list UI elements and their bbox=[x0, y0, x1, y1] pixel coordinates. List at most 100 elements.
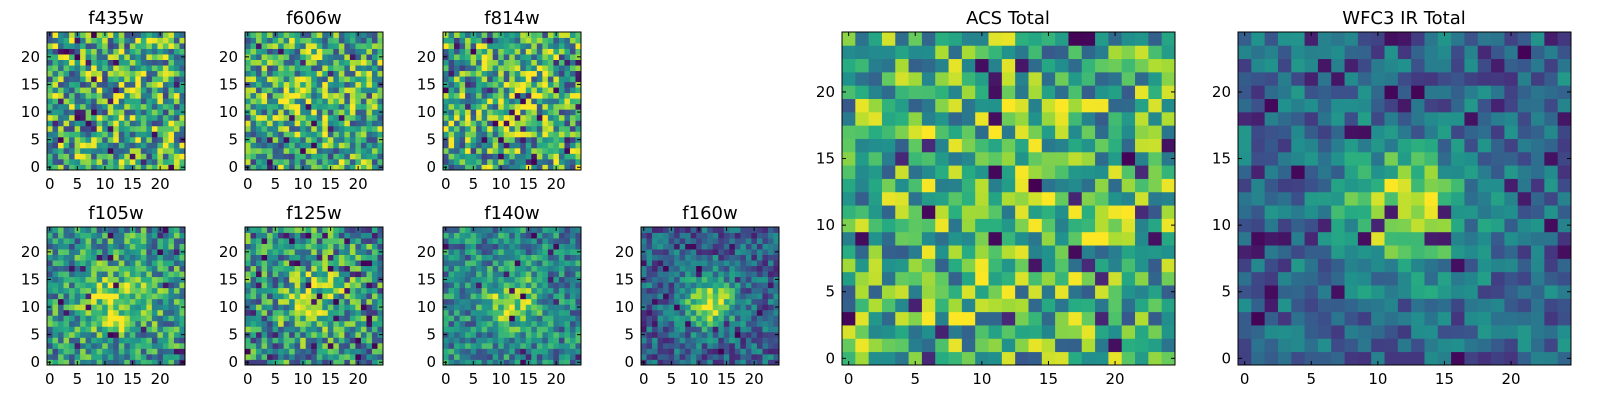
heatmap-cell bbox=[509, 147, 516, 154]
heatmap-cell bbox=[344, 265, 351, 272]
heatmap-cell bbox=[74, 147, 81, 154]
heatmap-cell bbox=[179, 298, 186, 305]
heatmap-cell bbox=[756, 232, 763, 239]
heatmap-cell bbox=[377, 265, 384, 272]
heatmap-cell bbox=[272, 114, 279, 121]
heatmap-cell bbox=[355, 232, 362, 239]
heatmap-cell bbox=[443, 103, 449, 110]
y-tick-label: 15 bbox=[417, 270, 436, 288]
heatmap-cell bbox=[377, 326, 384, 333]
heatmap-cell bbox=[261, 320, 268, 327]
heatmap-cell bbox=[767, 331, 774, 338]
heatmap-cell bbox=[256, 315, 262, 322]
heatmap-cell bbox=[151, 48, 158, 55]
heatmap-cell bbox=[102, 282, 109, 289]
heatmap-cell bbox=[547, 315, 554, 322]
heatmap-cell bbox=[668, 238, 675, 244]
heatmap-cell bbox=[91, 109, 98, 116]
heatmap-cell bbox=[168, 353, 175, 360]
heatmap-cell bbox=[173, 293, 180, 300]
heatmap-cell bbox=[701, 276, 708, 283]
heatmap-cell bbox=[1108, 218, 1123, 233]
heatmap-cell bbox=[921, 165, 936, 179]
heatmap-cell bbox=[366, 164, 373, 171]
heatmap-cell bbox=[96, 103, 103, 110]
heatmap-cell bbox=[448, 65, 455, 72]
heatmap-cell bbox=[355, 54, 362, 60]
heatmap-cell bbox=[162, 120, 169, 127]
heatmap-cell bbox=[300, 70, 307, 77]
heatmap-cell bbox=[773, 254, 780, 261]
heatmap-cell bbox=[558, 147, 565, 154]
heatmap-cell bbox=[487, 293, 494, 300]
heatmap-cell bbox=[553, 254, 560, 261]
heatmap-cell bbox=[663, 331, 669, 338]
heatmap-cell bbox=[305, 142, 312, 149]
heatmap-cell bbox=[531, 153, 538, 160]
heatmap-cell bbox=[558, 293, 565, 300]
heatmap-cell bbox=[289, 81, 296, 88]
heatmap-cell bbox=[767, 309, 774, 316]
heatmap-cell bbox=[168, 43, 175, 49]
heatmap-cell bbox=[74, 37, 81, 44]
heatmap-cell bbox=[558, 65, 565, 72]
heatmap-cell bbox=[344, 54, 351, 60]
heatmap-cell bbox=[531, 326, 538, 333]
heatmap-cell bbox=[135, 153, 142, 160]
heatmap-cell bbox=[300, 304, 307, 311]
heatmap-cell bbox=[135, 232, 142, 239]
heatmap-cell bbox=[52, 59, 59, 66]
heatmap-cell bbox=[113, 276, 120, 283]
heatmap-cell bbox=[355, 81, 362, 88]
heatmap-cell bbox=[481, 147, 488, 154]
heatmap-cell bbox=[294, 43, 301, 49]
heatmap-cell bbox=[344, 59, 351, 66]
heatmap-cell bbox=[74, 70, 81, 77]
heatmap-cell bbox=[948, 245, 963, 259]
heatmap-cell bbox=[564, 109, 571, 116]
heatmap-cell bbox=[448, 70, 455, 77]
heatmap-cell bbox=[1015, 271, 1029, 286]
heatmap-cell bbox=[278, 298, 285, 305]
heatmap-cell bbox=[322, 48, 329, 55]
heatmap-cell bbox=[173, 304, 180, 311]
heatmap-cell bbox=[756, 249, 763, 255]
heatmap-cell bbox=[322, 337, 329, 344]
heatmap-cell bbox=[476, 32, 483, 38]
heatmap-cell bbox=[1108, 338, 1123, 353]
heatmap-cell bbox=[1121, 338, 1136, 353]
heatmap-cell bbox=[459, 142, 466, 149]
heatmap-cell bbox=[316, 282, 323, 289]
heatmap-cell bbox=[454, 87, 460, 94]
heatmap-cell bbox=[371, 48, 378, 55]
heatmap-cell bbox=[69, 142, 75, 149]
heatmap-cell bbox=[1055, 178, 1069, 193]
heatmap-cell bbox=[531, 125, 538, 132]
heatmap-cell bbox=[250, 287, 257, 294]
heatmap-cell bbox=[558, 98, 565, 105]
heatmap-cell bbox=[355, 65, 362, 72]
heatmap-cell bbox=[476, 142, 483, 149]
heatmap-cell bbox=[509, 337, 516, 344]
heatmap-cell bbox=[740, 304, 747, 311]
heatmap-cell bbox=[305, 287, 312, 294]
heatmap-cell bbox=[322, 125, 329, 132]
heatmap-cell bbox=[371, 320, 378, 327]
heatmap-cell bbox=[492, 147, 499, 154]
heatmap-cell bbox=[162, 309, 169, 316]
heatmap-cell bbox=[338, 142, 345, 149]
heatmap-cell bbox=[465, 120, 471, 127]
heatmap-cell bbox=[140, 326, 147, 333]
heatmap-cell bbox=[975, 205, 989, 219]
heatmap-cell bbox=[118, 298, 125, 305]
heatmap-cell bbox=[272, 37, 279, 44]
heatmap-cell bbox=[558, 331, 565, 338]
heatmap-cell bbox=[272, 87, 279, 94]
heatmap-cell bbox=[712, 309, 719, 316]
heatmap-cell bbox=[961, 218, 976, 233]
heatmap-cell bbox=[536, 70, 543, 77]
heatmap-cell bbox=[349, 276, 356, 283]
heatmap-cell bbox=[261, 315, 268, 322]
heatmap-cell bbox=[718, 298, 725, 305]
heatmap-cell bbox=[657, 243, 664, 250]
